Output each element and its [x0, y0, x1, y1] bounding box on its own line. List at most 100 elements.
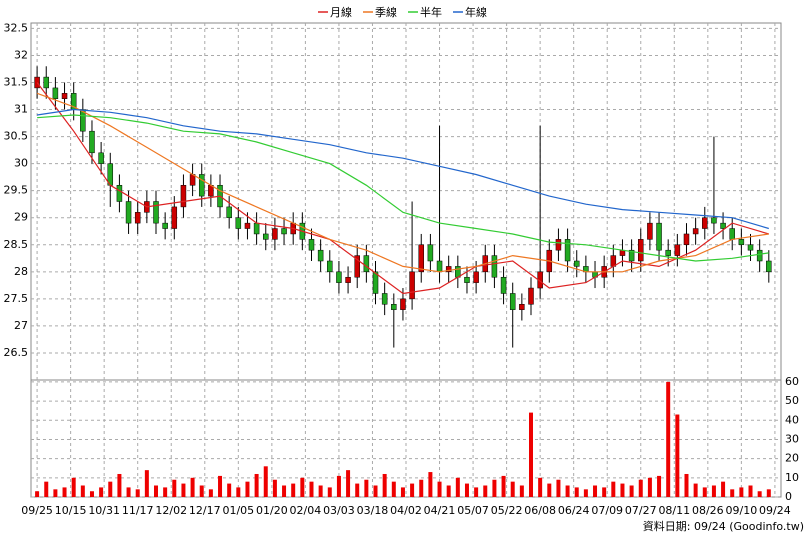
- volume-bar: [437, 481, 442, 497]
- candle-body: [692, 228, 699, 235]
- candle-body: [281, 228, 287, 235]
- candle-body: [80, 109, 86, 132]
- candle-body: [244, 222, 251, 229]
- volume-bar: [519, 485, 524, 497]
- volume-bar: [263, 466, 268, 497]
- candle-body: [702, 217, 708, 229]
- candle-body: [409, 271, 415, 300]
- volume-bar: [62, 487, 67, 497]
- volume-bar: [611, 481, 616, 497]
- candle-body: [226, 206, 232, 218]
- candle-body: [363, 255, 370, 273]
- volume-bar: [208, 489, 213, 497]
- x-tick-label: 08/11: [658, 504, 690, 517]
- volume-bar: [602, 487, 607, 497]
- volume-bar: [154, 485, 158, 497]
- volume-bar: [647, 477, 652, 497]
- candle-body: [381, 293, 388, 305]
- candle-body: [491, 255, 498, 278]
- y-tick-label: 10: [785, 471, 799, 484]
- candle-body: [400, 298, 406, 310]
- volume-bar: [71, 477, 76, 497]
- volume-bar: [574, 487, 579, 497]
- volume-bar: [547, 483, 552, 497]
- volume-bar: [483, 485, 488, 497]
- y-tick-label: 27: [14, 319, 28, 332]
- volume-bar: [135, 489, 140, 497]
- candle-body: [272, 228, 278, 240]
- volume-bar: [318, 485, 323, 497]
- candle-body: [336, 271, 342, 283]
- candle-body: [628, 249, 635, 262]
- candle-body: [317, 249, 324, 262]
- volume-bar: [364, 479, 369, 497]
- volume-bar: [638, 479, 643, 497]
- legend-label: 年線: [465, 5, 487, 19]
- volume-bar: [702, 487, 707, 497]
- x-tick-label: 02/04: [290, 504, 322, 517]
- volume-bar: [355, 483, 360, 497]
- volume-bar: [80, 485, 85, 497]
- y-tick-label: 20: [785, 452, 799, 465]
- candle-body: [573, 260, 580, 267]
- volume-bar: [172, 479, 177, 497]
- x-tick-label: 08/26: [692, 504, 724, 517]
- candle-body: [720, 222, 726, 229]
- candle-body: [43, 76, 49, 89]
- y-tick-label: 29: [14, 211, 28, 224]
- x-tick-label: 07/09: [591, 504, 623, 517]
- candle-body: [354, 255, 360, 278]
- volume-bar: [675, 414, 680, 497]
- volume-bar: [163, 487, 168, 497]
- volume-bar: [53, 489, 58, 497]
- candle-body: [445, 266, 452, 273]
- y-tick-label: 32.5: [4, 21, 29, 34]
- x-tick-label: 10/31: [88, 504, 120, 517]
- x-tick-label: 06/24: [558, 504, 590, 517]
- candle-body: [509, 293, 516, 310]
- x-tick-label: 03/03: [323, 504, 355, 517]
- volume-bar: [766, 489, 771, 497]
- y-tick-label: 28: [14, 265, 28, 278]
- candle-body: [391, 304, 397, 310]
- candle-body: [638, 239, 644, 262]
- y-tick-label: 26.5: [4, 346, 29, 359]
- volume-bar: [282, 485, 287, 497]
- x-tick-label: 01/20: [256, 504, 288, 517]
- volume-bar: [300, 477, 305, 497]
- candle-body: [528, 287, 534, 305]
- volume-bar: [44, 481, 49, 497]
- candle-body: [34, 76, 40, 89]
- y-tick-label: 0: [785, 490, 792, 503]
- candle-body: [747, 244, 754, 251]
- candle-body: [647, 222, 653, 240]
- volume-bar: [455, 477, 460, 497]
- volume-bar: [538, 477, 543, 497]
- volume-bar: [410, 483, 415, 497]
- volume-bar: [245, 481, 250, 497]
- volume-bar: [144, 470, 149, 497]
- volume-bar: [739, 487, 744, 497]
- candle-body: [263, 233, 269, 240]
- candle-body: [766, 260, 772, 273]
- volume-bar: [373, 485, 378, 497]
- volume-bar: [89, 491, 94, 497]
- y-tick-label: 27.5: [4, 292, 29, 305]
- y-tick-label: 31.5: [4, 76, 29, 89]
- candle-body: [162, 222, 168, 229]
- candle-body: [674, 244, 681, 256]
- candle-body: [253, 222, 260, 235]
- volume-bar: [309, 481, 314, 497]
- candle-body: [171, 206, 178, 229]
- y-tick-label: 30.5: [4, 130, 29, 143]
- volume-bar: [99, 487, 104, 497]
- candle-body: [564, 239, 571, 262]
- volume-bar: [583, 489, 588, 497]
- volume-bar: [181, 483, 186, 497]
- candle-body: [756, 249, 763, 262]
- x-tick-label: 03/18: [357, 504, 389, 517]
- candle-body: [418, 244, 424, 273]
- candle-body: [427, 244, 434, 262]
- candle-body: [98, 152, 104, 164]
- candle-body: [116, 185, 123, 202]
